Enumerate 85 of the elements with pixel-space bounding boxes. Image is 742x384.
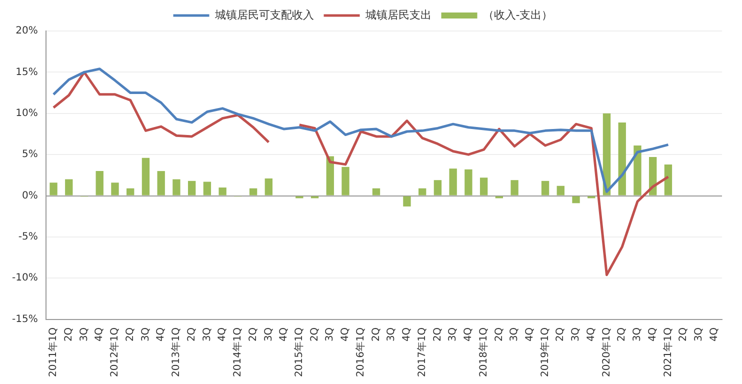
x-tick-label: 2Q — [186, 327, 198, 342]
x-tick-label: 2017年1Q — [416, 327, 428, 378]
bar — [157, 171, 165, 196]
y-tick-label: 15% — [16, 66, 38, 78]
bar — [480, 178, 488, 196]
bar — [510, 180, 518, 196]
x-tick-label: 2Q — [494, 327, 505, 342]
x-tick-label: 2015年1Q — [292, 327, 305, 378]
x-tick-label: 3Q — [632, 327, 644, 342]
x-tick-label: 4Q — [278, 327, 290, 342]
x-tick-label: 2Q — [309, 327, 320, 342]
x-tick-label: 4Q — [586, 327, 597, 342]
x-tick-label: 2014年1Q — [232, 327, 244, 378]
x-tick-label: 2016年1Q — [354, 327, 366, 378]
bar — [50, 182, 58, 196]
bar — [464, 169, 472, 196]
bar — [126, 188, 134, 196]
x-tick-label: 3Q — [202, 327, 213, 342]
bar — [342, 166, 350, 196]
y-tick-label: 10% — [16, 108, 38, 119]
bar — [418, 188, 426, 196]
y-tick-label: -10% — [12, 272, 38, 284]
x-tick-label: 4Q — [217, 327, 228, 342]
x-tick-label: 3Q — [694, 327, 705, 342]
x-tick-label: 4Q — [647, 327, 658, 342]
x-tick-label: 2Q — [63, 327, 74, 342]
bar — [449, 168, 457, 196]
x-tick-label: 3Q — [448, 327, 459, 342]
x-tick-label: 2012年1Q — [108, 327, 121, 378]
y-tick-label: -15% — [12, 314, 38, 325]
y-tick-label: -5% — [18, 232, 38, 243]
x-tick-label: 2Q — [678, 327, 690, 342]
bar — [326, 156, 334, 196]
x-tick-label: 3Q — [263, 327, 274, 342]
x-tick-label: 3Q — [386, 327, 398, 342]
bar — [403, 196, 411, 206]
x-tick-label: 2018年1Q — [477, 327, 490, 378]
y-tick-label: 0% — [22, 190, 38, 202]
x-tick-label: 4Q — [463, 327, 474, 342]
bar — [142, 158, 150, 196]
x-tick-label: 4Q — [524, 327, 536, 342]
x-tick-label: 2Q — [432, 327, 444, 342]
bar — [249, 188, 258, 196]
bar — [664, 164, 672, 196]
bar — [634, 146, 642, 196]
bar — [572, 196, 580, 204]
y-tick-label: 5% — [22, 149, 38, 160]
x-tick-label: 2019年1Q — [538, 327, 551, 378]
bar — [264, 178, 273, 196]
legend-label: 城镇居民支出 — [364, 8, 432, 22]
bar — [618, 122, 626, 196]
bar — [649, 157, 657, 196]
bar — [372, 188, 380, 196]
x-tick-label: 4Q — [402, 327, 413, 342]
bar — [188, 180, 196, 196]
x-tick-label: 2021年1Q — [662, 327, 674, 378]
bar — [96, 171, 104, 196]
x-tick-label: 4Q — [708, 327, 720, 342]
x-tick-label: 2011年1Q — [47, 327, 60, 378]
bar — [434, 180, 442, 196]
x-tick-label: 4Q — [340, 327, 352, 342]
bar — [556, 186, 564, 196]
x-tick-label: 2Q — [555, 327, 566, 342]
bar — [218, 188, 226, 196]
x-tick-label: 2020年1Q — [600, 327, 612, 378]
x-tick-label: 4Q — [94, 327, 106, 342]
x-tick-label: 2Q — [616, 327, 628, 342]
legend-label: （收入-支出） — [482, 8, 553, 22]
x-tick-label: 2Q — [248, 327, 259, 342]
bar — [172, 179, 180, 196]
bar — [203, 182, 212, 196]
x-tick-label: 2Q — [124, 327, 136, 342]
bar — [111, 182, 119, 196]
x-tick-label: 2013年1Q — [170, 327, 182, 378]
x-tick-label: 2Q — [370, 327, 382, 342]
bar — [65, 179, 73, 196]
legend-label: 城镇居民可支配收入 — [214, 8, 314, 22]
x-tick-label: 4Q — [156, 327, 167, 342]
x-tick-label: 3Q — [570, 327, 582, 342]
bar — [541, 180, 550, 196]
x-tick-label: 3Q — [324, 327, 336, 342]
x-tick-label: 3Q — [140, 327, 152, 342]
x-tick-label: 3Q — [509, 327, 520, 342]
y-tick-label: 20% — [16, 26, 38, 37]
x-tick-label: 3Q — [78, 327, 90, 342]
